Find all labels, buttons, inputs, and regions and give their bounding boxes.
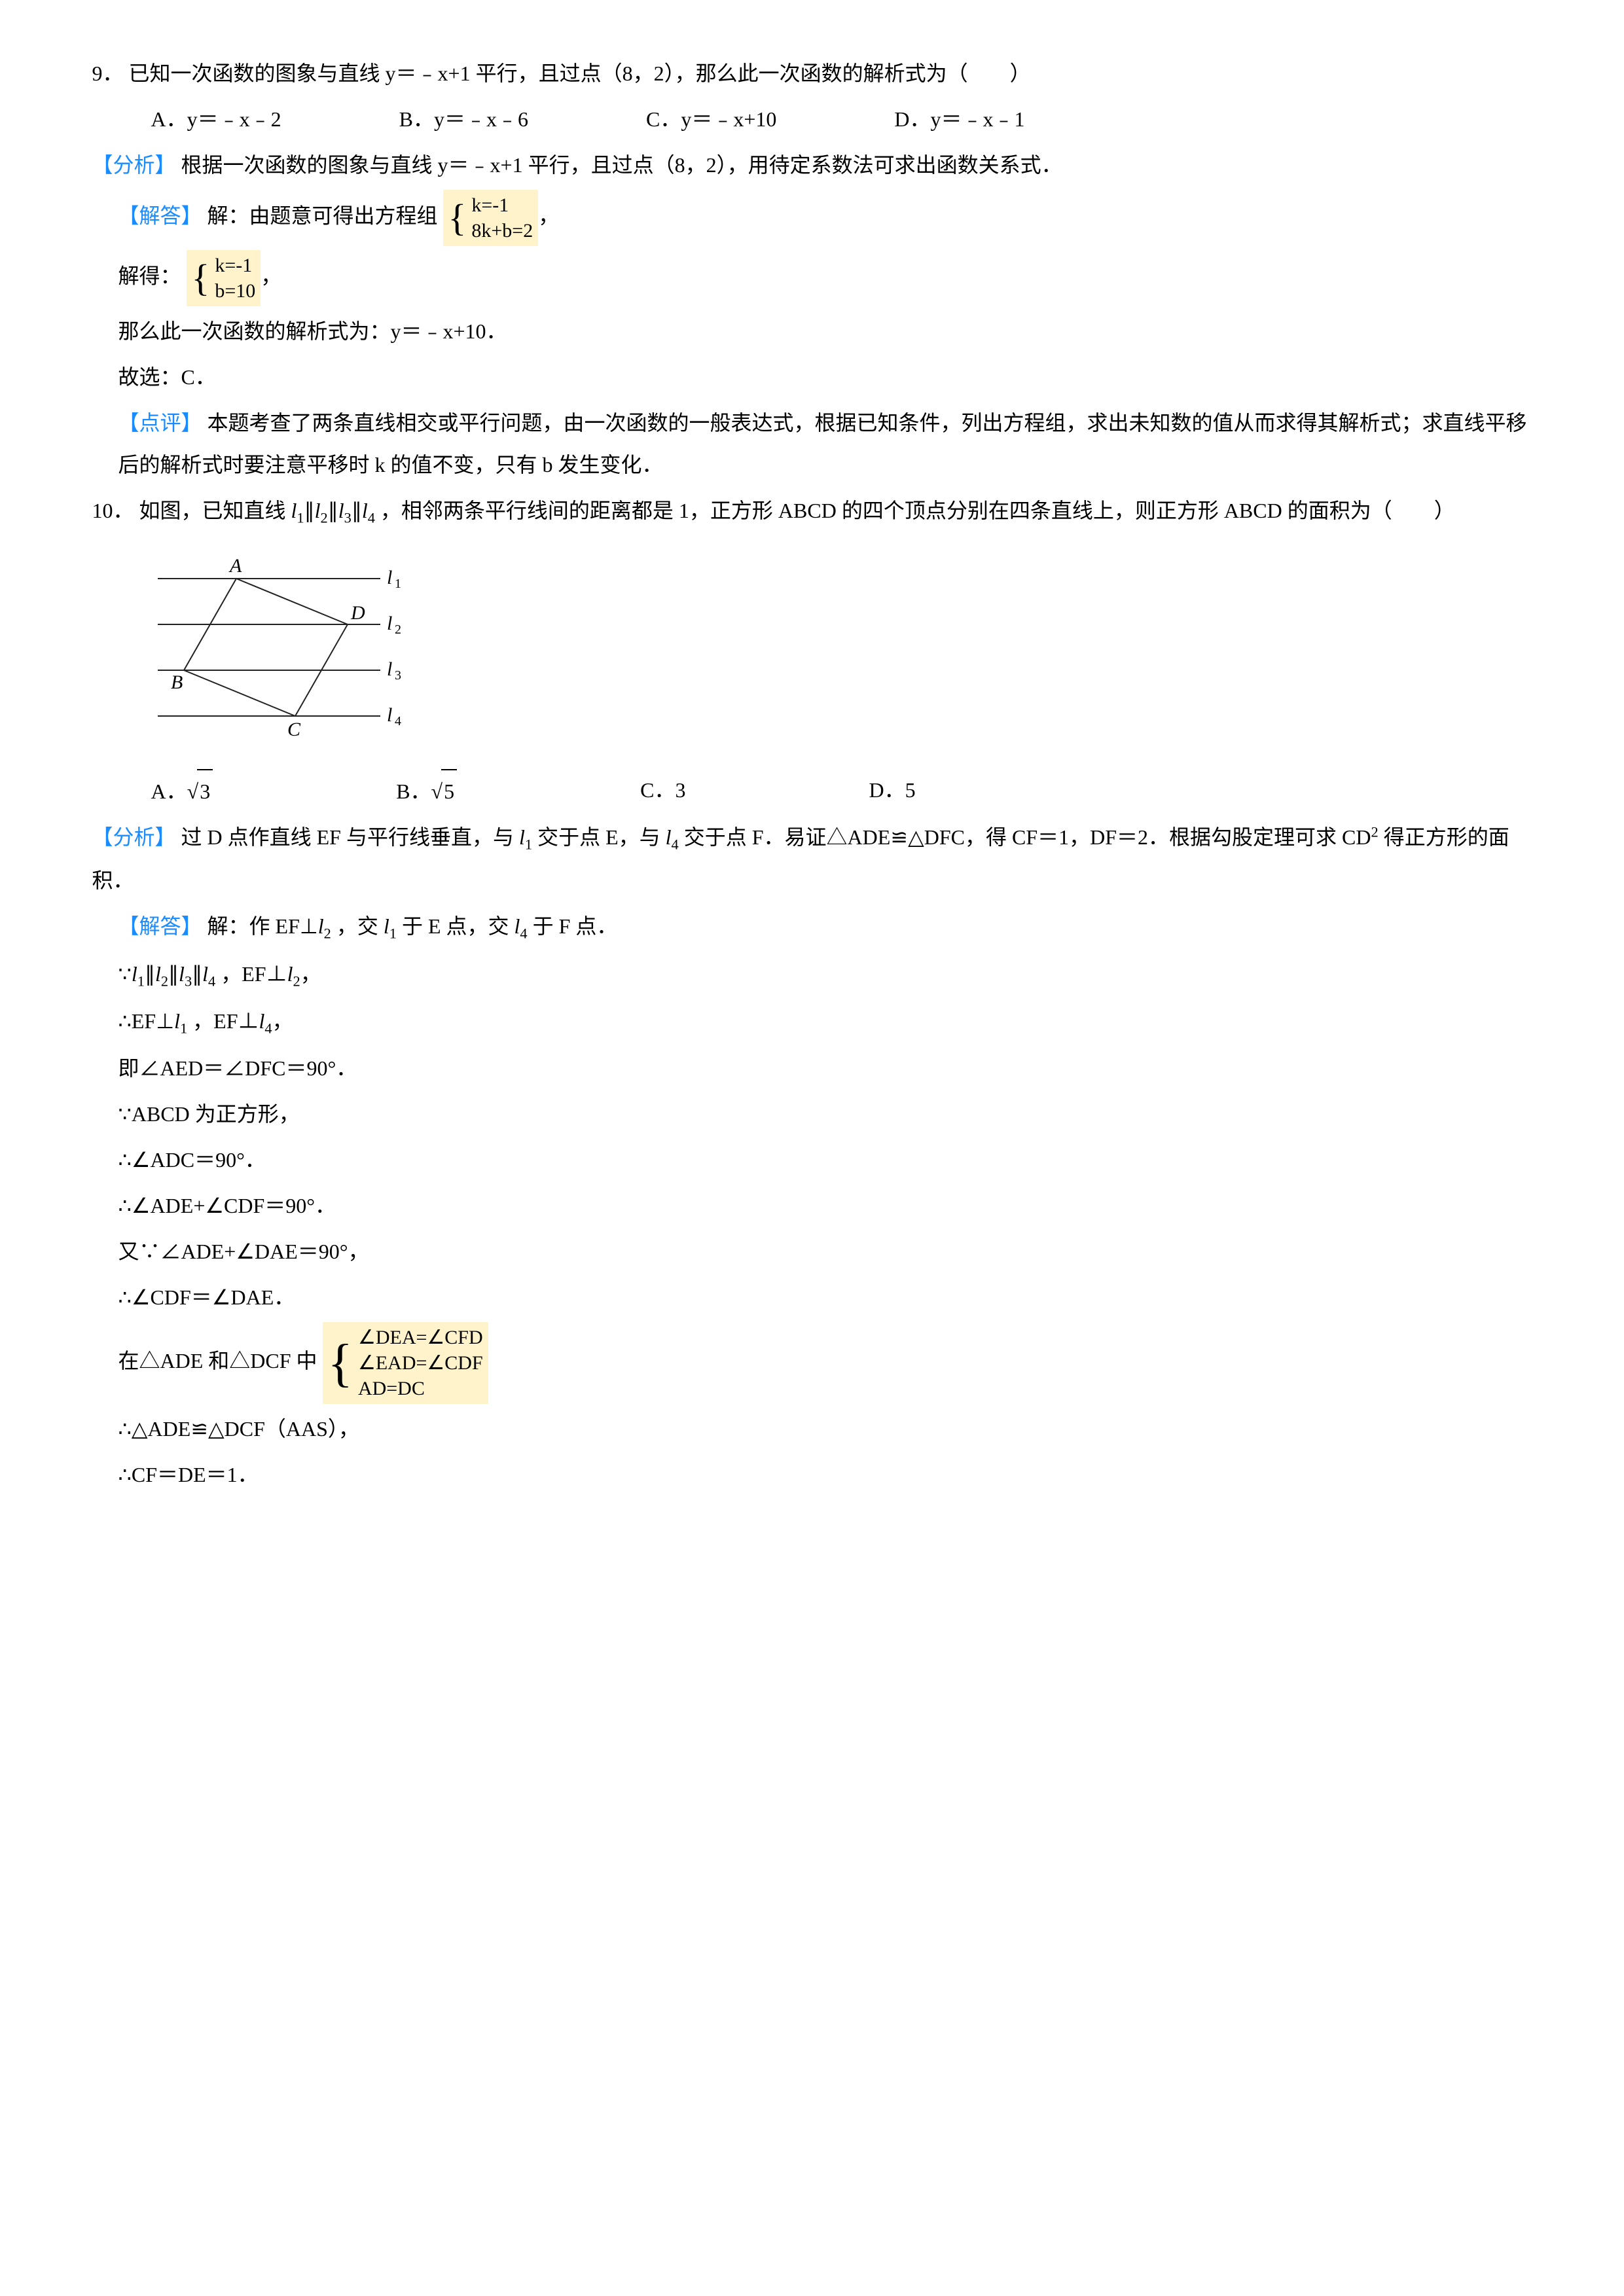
- q10-step5: ∴∠ADC＝90°．: [92, 1139, 1532, 1181]
- q10-step7: 又∵∠ADE+∠DAE＝90°，: [92, 1230, 1532, 1272]
- l3: l: [338, 499, 344, 522]
- sub4: 4: [368, 509, 375, 526]
- q9-choice-b: B．y＝﹣x﹣6: [399, 98, 528, 140]
- q10-step8: ∴∠CDF＝∠DAE．: [92, 1276, 1532, 1318]
- q9-choice-c: C．y＝﹣x+10: [646, 98, 776, 140]
- q10-step0c: 于 E 点，交: [402, 914, 514, 938]
- q10-text: ，相邻两条平行线间的距离都是 1，正方形 ABCD 的四个顶点分别在四条直线上，…: [380, 499, 1455, 522]
- q9-choices: A．y＝﹣x﹣2 B．y＝﹣x﹣6 C．y＝﹣x+10 D．y＝﹣x﹣1: [92, 98, 1532, 140]
- diagram-C: C: [287, 719, 301, 740]
- q10-sys-l1: ∠DEA=∠CFD: [358, 1327, 483, 1348]
- svg-text:2: 2: [395, 622, 401, 637]
- l4: l: [362, 499, 368, 522]
- q10-step9-pre: 在△ADE 和△DCF 中: [118, 1349, 317, 1372]
- q9-system-2: { k=-1 b=10: [187, 250, 261, 306]
- q10-step2b: ，EF⊥: [192, 1009, 259, 1033]
- brace-icon: {: [192, 263, 210, 293]
- q9-choice-a: A．y＝﹣x﹣2: [151, 98, 281, 140]
- q10-sys-l3: AD=DC: [358, 1378, 425, 1399]
- q10-number: 10．: [92, 499, 134, 522]
- q10-step3: 即∠AED＝∠DFC＝90°．: [92, 1047, 1532, 1089]
- q10-step0b: ，交: [336, 914, 384, 938]
- q9-choice-d: D．y＝﹣x﹣1: [894, 98, 1024, 140]
- q10-sys-l2: ∠EAD=∠CDF: [358, 1352, 483, 1374]
- diagram-D: D: [350, 602, 365, 624]
- sub2: 2: [321, 509, 328, 526]
- diagram-l2: l: [387, 613, 392, 634]
- q10-analysis-label: 【分析】: [92, 825, 176, 849]
- q9-number: 9．: [92, 62, 124, 85]
- q10-step6: ∴∠ADE+∠CDF＝90°．: [92, 1185, 1532, 1227]
- q10-system: { ∠DEA=∠CFD ∠EAD=∠CDF AD=DC: [323, 1322, 488, 1404]
- q9-comment-label: 【点评】: [118, 411, 202, 435]
- q9-conclusion: 那么此一次函数的解析式为：y＝﹣x+10．: [92, 310, 1532, 352]
- q10-answer-label: 【解答】: [118, 914, 202, 938]
- q10-choices: A．√3 B．√5 C．3 D．5: [92, 769, 1532, 812]
- q9-eq2-l1: k=-1: [215, 255, 252, 276]
- diagram-l3: l: [387, 658, 392, 680]
- q9-analysis-text: 根据一次函数的图象与直线 y＝﹣x+1 平行，且过点（8，2），用待定系数法可求…: [181, 153, 1062, 177]
- q10-step2a: ∴EF⊥: [118, 1009, 175, 1033]
- q10-analysis-3: 交于点 F．易证△ADE≌△DFC，得 CF＝1，DF＝2．根据勾股定理可求 C…: [684, 825, 1371, 849]
- q10-step1a: ∵: [118, 962, 132, 986]
- q9-text: 已知一次函数的图象与直线 y＝﹣x+1 平行，且过点（8，2），那么此一次函数的…: [129, 62, 1031, 85]
- diagram-l1: l: [387, 567, 392, 588]
- q9-eq1-l2: 8k+b=2: [471, 220, 533, 242]
- q10-step11: ∴CF＝DE＝1．: [92, 1454, 1532, 1496]
- q9-solve-label: 解得：: [118, 264, 181, 287]
- q10-step0d: 于 F 点．: [533, 914, 618, 938]
- sub1: 1: [297, 509, 304, 526]
- q10-step10: ∴△ADE≌△DCF（AAS），: [92, 1408, 1532, 1450]
- q10-intro: 如图，已知直线: [139, 499, 291, 522]
- svg-text:4: 4: [395, 714, 401, 728]
- diagram-l4: l: [387, 704, 392, 726]
- svg-text:1: 1: [395, 577, 401, 591]
- q9-analysis-label: 【分析】: [92, 153, 176, 177]
- q10-choice-c: C．3: [640, 769, 685, 812]
- diagram-A: A: [228, 555, 242, 577]
- svg-text:3: 3: [395, 668, 401, 683]
- l2: l: [315, 499, 321, 522]
- q9-eq1-l1: k=-1: [471, 194, 509, 216]
- brace-icon: {: [328, 1342, 353, 1384]
- q9-answer-label: 【解答】: [118, 204, 202, 227]
- q10-choice-b: B．√5: [396, 769, 457, 812]
- q9-eq2-l2: b=10: [215, 280, 255, 302]
- diagram-B: B: [171, 672, 183, 693]
- q10-step4: ∵ABCD 为正方形，: [92, 1093, 1532, 1135]
- q9-answer-intro: 解：由题意可得出方程组: [208, 204, 438, 227]
- q10-step1b: ，EF⊥: [221, 962, 287, 986]
- comma: ，: [261, 264, 281, 287]
- q10-analysis-1: 过 D 点作直线 EF 与平行线垂直，与: [181, 825, 519, 849]
- q10-step0: 解：作 EF⊥: [208, 914, 318, 938]
- brace-icon: {: [448, 203, 467, 233]
- q9-system-1: { k=-1 8k+b=2: [443, 190, 539, 246]
- q9-comment-text: 本题考查了两条直线相交或平行问题，由一次函数的一般表达式，根据已知条件，列出方程…: [118, 411, 1527, 476]
- q10-diagram: A D B C l1 l2 l3 l4: [145, 546, 1532, 756]
- q10-analysis-2: 交于点 E，与: [537, 825, 666, 849]
- q10-choice-d: D．5: [869, 769, 915, 812]
- q10-choice-a: A．√3: [151, 769, 213, 812]
- sub3: 3: [344, 509, 352, 526]
- comma: ，: [538, 204, 559, 227]
- q9-therefore: 故选：C．: [92, 356, 1532, 398]
